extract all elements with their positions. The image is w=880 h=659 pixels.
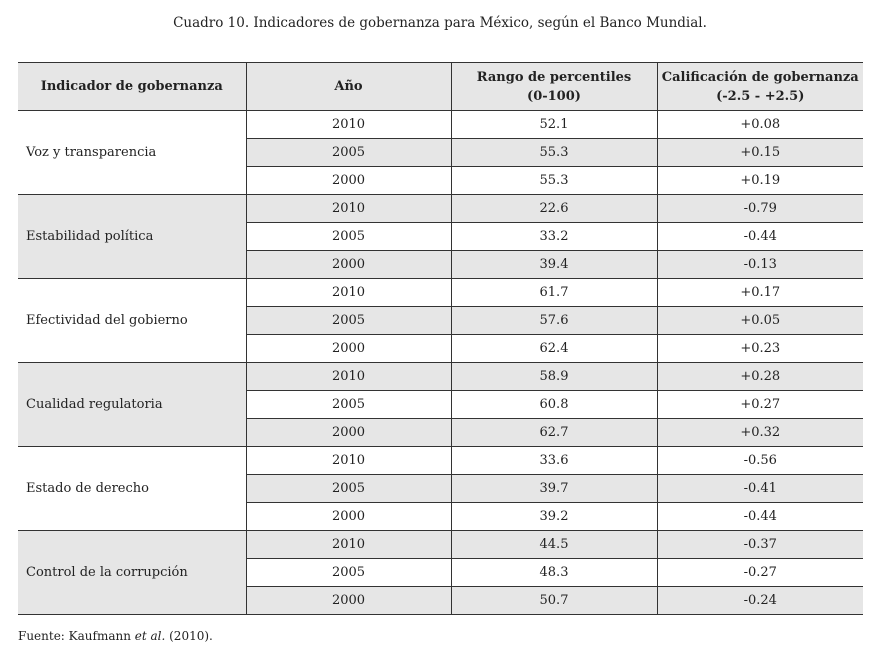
year-cell: 2005 — [245, 390, 451, 419]
score-cell: +0.05 — [656, 306, 863, 335]
indicator-cell: Estabilidad política — [18, 194, 246, 279]
year-cell: 2010 — [245, 362, 451, 391]
score-cell: -0.27 — [656, 558, 863, 587]
score-cell: +0.19 — [656, 166, 863, 195]
year-cell: 2005 — [245, 222, 451, 251]
percentile-cell: 39.2 — [450, 502, 657, 531]
percentile-cell: 58.9 — [450, 362, 657, 391]
score-cell: +0.23 — [656, 334, 863, 363]
source-suffix: (2010). — [165, 629, 213, 643]
source-prefix: Fuente: Kaufmann — [18, 629, 135, 643]
table-row: 2000 62.7 +0.32 — [18, 418, 863, 447]
score-cell: -0.24 — [656, 586, 863, 615]
score-cell: +0.27 — [656, 390, 863, 419]
indicator-cell: Voz y transparencia — [18, 110, 246, 195]
header-row: Indicador de gobernanza Año Rango de per… — [18, 62, 863, 111]
percentile-cell: 55.3 — [450, 166, 657, 195]
table-row: Estabilidad política 2010 22.6 -0.79 — [18, 194, 863, 279]
year-cell: 2005 — [245, 558, 451, 587]
table-row: 2000 39.2 -0.44 — [18, 502, 863, 531]
score-cell: -0.79 — [656, 194, 863, 223]
percentile-cell: 39.7 — [450, 474, 657, 503]
year-cell: 2010 — [245, 194, 451, 223]
percentile-cell: 52.1 — [450, 110, 657, 139]
percentile-cell: 60.8 — [450, 390, 657, 419]
year-cell: 2010 — [245, 446, 451, 475]
year-cell: 2005 — [245, 474, 451, 503]
table-row: 2000 50.7 -0.24 — [18, 586, 863, 615]
header-score: Calificación de gobernanza (-2.5 - +2.5) — [656, 62, 863, 111]
score-cell: -0.37 — [656, 530, 863, 559]
year-cell: 2000 — [245, 166, 451, 195]
percentile-cell: 22.6 — [450, 194, 657, 223]
score-cell: -0.44 — [656, 502, 863, 531]
year-cell: 2005 — [245, 306, 451, 335]
governance-table: Indicador de gobernanza Año Rango de per… — [18, 62, 863, 615]
source-note: Fuente: Kaufmann et al. (2010). — [18, 629, 213, 643]
header-year: Año — [245, 62, 451, 111]
table-row: 2005 48.3 -0.27 — [18, 558, 863, 587]
source-italic: et al. — [134, 629, 166, 643]
header-score-label: Calificación de gobernanza — [661, 69, 859, 85]
header-percentile: Rango de percentiles (0-100) — [450, 62, 657, 111]
table-row: 2000 62.4 +0.23 — [18, 334, 863, 363]
table-row: 2000 39.4 -0.13 — [18, 250, 863, 279]
score-cell: -0.41 — [656, 474, 863, 503]
indicator-cell: Estado de derecho — [18, 446, 246, 531]
score-cell: +0.15 — [656, 138, 863, 167]
year-cell: 2000 — [245, 250, 451, 279]
year-cell: 2010 — [245, 110, 451, 139]
indicator-cell: Control de la corrupción — [18, 530, 246, 615]
table-row: 2005 55.3 +0.15 — [18, 138, 863, 167]
table-row: Voz y transparencia 2010 52.1 +0.08 — [18, 110, 863, 195]
table-row: Estado de derecho 2010 33.6 -0.56 — [18, 446, 863, 531]
year-cell: 2000 — [245, 334, 451, 363]
indicator-cell: Cualidad regulatoria — [18, 362, 246, 447]
percentile-cell: 39.4 — [450, 250, 657, 279]
year-cell: 2000 — [245, 502, 451, 531]
percentile-cell: 33.6 — [450, 446, 657, 475]
year-cell: 2010 — [245, 530, 451, 559]
percentile-cell: 33.2 — [450, 222, 657, 251]
score-cell: +0.17 — [656, 278, 863, 307]
table-row: Control de la corrupción 2010 44.5 -0.37 — [18, 530, 863, 615]
score-cell: +0.08 — [656, 110, 863, 139]
table-row: Cualidad regulatoria 2010 58.9 +0.28 — [18, 362, 863, 447]
table-row: 2005 60.8 +0.27 — [18, 390, 863, 419]
header-percentile-range: (0-100) — [527, 88, 581, 104]
table-row: 2005 39.7 -0.41 — [18, 474, 863, 503]
header-percentile-label: Rango de percentiles — [476, 69, 632, 85]
percentile-cell: 62.7 — [450, 418, 657, 447]
percentile-cell: 44.5 — [450, 530, 657, 559]
score-cell: +0.32 — [656, 418, 863, 447]
year-cell: 2005 — [245, 138, 451, 167]
score-cell: +0.28 — [656, 362, 863, 391]
score-cell: -0.56 — [656, 446, 863, 475]
percentile-cell: 57.6 — [450, 306, 657, 335]
percentile-cell: 55.3 — [450, 138, 657, 167]
table-row: 2000 55.3 +0.19 — [18, 166, 863, 195]
table-row: 2005 33.2 -0.44 — [18, 222, 863, 251]
score-cell: -0.13 — [656, 250, 863, 279]
percentile-cell: 62.4 — [450, 334, 657, 363]
year-cell: 2000 — [245, 586, 451, 615]
table-row: Efectividad del gobierno 2010 61.7 +0.17 — [18, 278, 863, 363]
table-row: 2005 57.6 +0.05 — [18, 306, 863, 335]
score-cell: -0.44 — [656, 222, 863, 251]
indicator-cell: Efectividad del gobierno — [18, 278, 246, 363]
percentile-cell: 50.7 — [450, 586, 657, 615]
year-cell: 2010 — [245, 278, 451, 307]
header-score-range: (-2.5 - +2.5) — [716, 88, 805, 104]
table-title: Cuadro 10. Indicadores de gobernanza par… — [173, 15, 707, 31]
year-cell: 2000 — [245, 418, 451, 447]
percentile-cell: 61.7 — [450, 278, 657, 307]
percentile-cell: 48.3 — [450, 558, 657, 587]
header-indicator: Indicador de gobernanza — [18, 62, 246, 111]
